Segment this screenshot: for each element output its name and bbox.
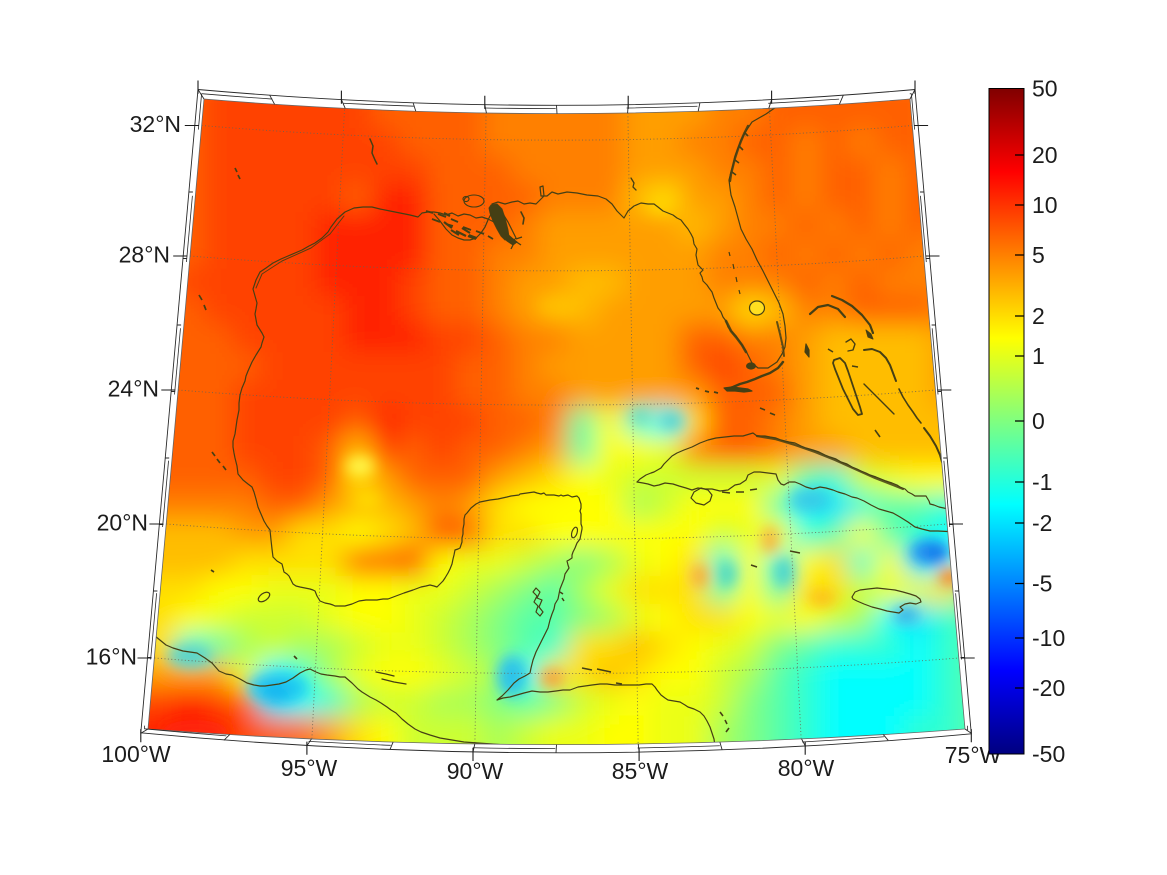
svg-text:-20: -20 (1032, 675, 1065, 701)
svg-text:85°W: 85°W (612, 758, 669, 784)
svg-text:-2: -2 (1032, 510, 1052, 536)
svg-text:50: 50 (1032, 76, 1058, 102)
svg-text:0: 0 (1032, 408, 1045, 434)
svg-text:20: 20 (1032, 142, 1058, 168)
svg-text:-10: -10 (1032, 625, 1065, 651)
svg-text:32°N: 32°N (130, 111, 181, 137)
svg-text:90°W: 90°W (447, 758, 504, 784)
svg-text:24°N: 24°N (108, 376, 159, 402)
svg-text:-1: -1 (1032, 469, 1052, 495)
svg-text:5: 5 (1032, 242, 1045, 268)
svg-text:80°W: 80°W (778, 755, 835, 781)
svg-text:100°W: 100°W (101, 741, 171, 767)
svg-text:-50: -50 (1032, 741, 1065, 767)
svg-text:16°N: 16°N (86, 644, 137, 670)
svg-text:28°N: 28°N (119, 242, 170, 268)
svg-text:2: 2 (1032, 303, 1045, 329)
svg-text:20°N: 20°N (97, 510, 148, 536)
svg-text:95°W: 95°W (281, 755, 338, 781)
svg-text:10: 10 (1032, 192, 1058, 218)
svg-text:1: 1 (1032, 343, 1045, 369)
svg-text:-5: -5 (1032, 571, 1052, 597)
